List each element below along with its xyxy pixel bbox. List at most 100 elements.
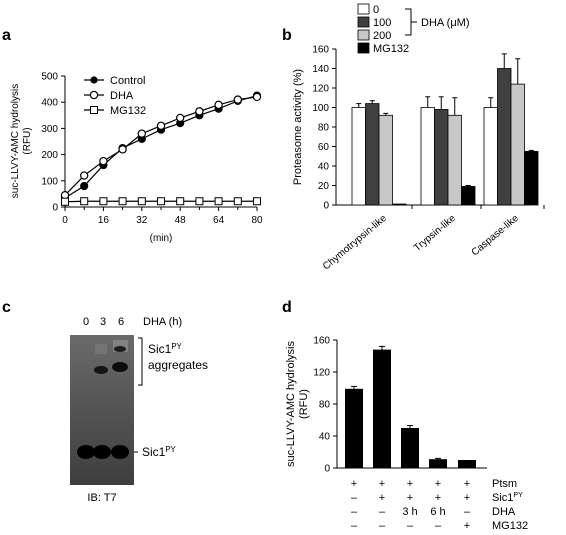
legend-bracket — [405, 8, 417, 36]
lane-label: 6 — [118, 316, 124, 328]
data-point-mg132 — [80, 197, 89, 206]
x-tick-label: 64 — [213, 215, 225, 226]
y-tick-label: 0 — [52, 203, 58, 214]
condition-cell: – — [379, 520, 386, 532]
condition-cell: + — [464, 478, 470, 490]
legend-swatch-100 — [357, 16, 370, 28]
y-tick-label: 160 — [313, 336, 330, 347]
data-point-dha — [156, 121, 166, 130]
condition-cell: + — [407, 478, 413, 490]
legend-label-control: Control — [110, 75, 145, 87]
panel-label-a: a — [2, 27, 11, 44]
bar-trypsin-like-mg132 — [461, 186, 476, 206]
blot-footer: IB: T7 — [87, 492, 116, 504]
lane-header: DHA (h) — [143, 316, 182, 328]
y-tick-label: 400 — [41, 98, 58, 109]
y-tick-label: 200 — [41, 150, 58, 161]
panel-c-western-blot: DHA (h) 0 3 6 Sic1PY aggregates Sic1PY IB: T7 — [70, 316, 208, 504]
legend-unit: DHA (μM) — [421, 17, 470, 29]
data-point-mg132 — [157, 197, 165, 206]
condition-cell: + — [435, 492, 441, 504]
panel-label-b: b — [282, 27, 292, 44]
condition-cell: + — [379, 492, 385, 504]
x-tick-label: Caspase-like — [470, 213, 522, 259]
blot-membrane — [70, 335, 134, 485]
data-point-dha — [195, 107, 204, 116]
legend-label-200: 200 — [373, 30, 391, 42]
sic1py-band-lane-1 — [93, 445, 111, 459]
bar-chymotrypsin-like-200 — [378, 114, 393, 206]
data-point-dha — [99, 156, 108, 166]
panel-b-bar-chart: 0 20 40 60 80 100 120 140 160 Proteasome activity… — [292, 3, 545, 273]
bar-condition-5 — [458, 460, 476, 468]
bar-caspase-like-0 — [483, 107, 498, 206]
data-point-dha — [175, 113, 185, 123]
legend-swatch-mg132 — [357, 42, 370, 54]
x-tick-label: Chymotrypsin-like — [321, 213, 389, 273]
bar-caspase-like-mg132 — [524, 150, 539, 206]
y-tick-label: 160 — [312, 45, 329, 56]
y-tick-label: 120 — [312, 84, 329, 95]
condition-cell: 6 h — [430, 506, 445, 518]
lane-label: 3 — [100, 316, 106, 328]
condition-row-label: MG132 — [492, 520, 528, 532]
panel-label-d: d — [282, 299, 292, 316]
legend-label-mg132: MG132 — [110, 105, 146, 117]
bar-chymotrypsin-like-mg132 — [392, 203, 407, 206]
condition-cell: – — [407, 520, 414, 532]
panel-d-bar-chart: 0 40 80 120 160 suc-LLVY-AMC hydrolysis (RFU) +… — [285, 336, 528, 533]
data-point-dha — [233, 95, 242, 104]
data-point-dha — [252, 92, 262, 102]
y-tick-label: 140 — [312, 64, 329, 75]
y-tick-label: 100 — [312, 103, 329, 114]
y-tick-label: 40 — [319, 432, 331, 443]
y-tick-label: 300 — [41, 124, 58, 135]
panel-a-line-chart: 0 16 32 48 64 80 0 100 200 300 400 500 (min) suc-LLVY… — [10, 72, 263, 245]
x-tick-label: Trypsin-like — [412, 213, 458, 254]
data-point-control — [80, 181, 89, 191]
y-axis-label: suc-LLVY-AMC hydrolysis — [10, 84, 21, 198]
bar-trypsin-like-100 — [434, 109, 449, 206]
data-point-mg132 — [118, 197, 127, 206]
aggregate-label-line2: aggregates — [148, 358, 208, 372]
aggregate-band-lane-3h — [94, 366, 108, 374]
data-point-mg132 — [253, 197, 261, 206]
aggregate-bracket — [138, 337, 143, 386]
condition-cell: + — [407, 492, 413, 504]
condition-cell: – — [464, 506, 471, 518]
bar-condition-2 — [373, 349, 391, 468]
condition-row-label: DHA — [492, 506, 516, 518]
y-axis-label: suc-LLVY-AMC hydrolysis — [285, 341, 297, 467]
y-axis-label: Proteasome activity (%) — [292, 69, 304, 185]
condition-row-label: Ptsm — [492, 478, 517, 490]
condition-cell: – — [351, 492, 358, 504]
band-label: Sic1PY — [142, 445, 177, 459]
data-point-mg132 — [176, 197, 185, 206]
aggregate-label: Sic1PY — [148, 342, 183, 356]
y-tick-label: 40 — [318, 162, 330, 173]
condition-cell: + — [464, 520, 470, 532]
aggregate-band-lane-6h-upper — [114, 346, 126, 352]
bar-condition-3 — [401, 428, 419, 468]
x-tick-label: 0 — [62, 215, 68, 226]
y-tick-label: 80 — [318, 123, 330, 134]
data-point-mg132 — [195, 197, 204, 206]
legend-swatch-0 — [357, 3, 370, 15]
y-axis-label: (RFU) — [22, 127, 33, 154]
data-point-dha — [118, 145, 127, 154]
condition-cell: – — [379, 506, 386, 518]
bar-chymotrypsin-like-100 — [365, 103, 380, 206]
legend-marker-mg132 — [90, 106, 98, 114]
bar-caspase-like-100 — [497, 68, 512, 206]
data-point-mg132 — [214, 197, 223, 206]
y-axis-label: (RFU) — [298, 389, 310, 419]
y-tick-label: 100 — [41, 176, 58, 187]
legend-label-dha: DHA — [110, 90, 134, 102]
bar-condition-4 — [429, 459, 447, 468]
data-point-mg132 — [99, 197, 108, 206]
condition-cell: 3 h — [402, 506, 417, 518]
y-tick-label: 60 — [318, 142, 330, 153]
legend-marker-dha — [89, 90, 99, 100]
sic1py-band-lane-0 — [77, 445, 95, 459]
